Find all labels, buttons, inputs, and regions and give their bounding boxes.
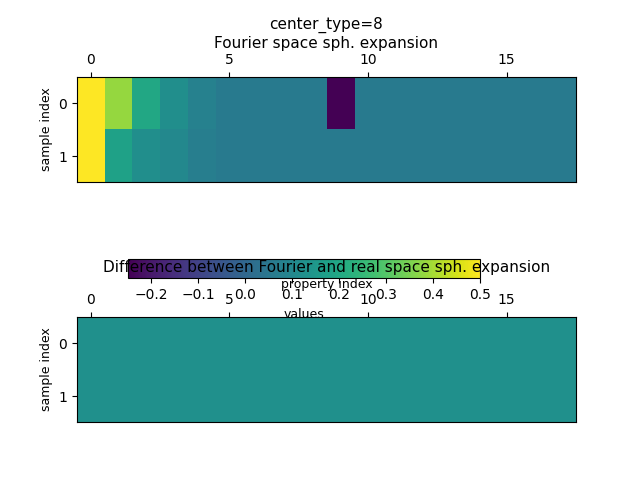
Title: center_type=8
Fourier space sph. expansion: center_type=8 Fourier space sph. expansi…	[214, 17, 438, 50]
Title: Difference between Fourier and real space sph. expansion: Difference between Fourier and real spac…	[103, 260, 550, 275]
Y-axis label: sample index: sample index	[40, 88, 52, 171]
Y-axis label: sample index: sample index	[40, 328, 52, 411]
X-axis label: values: values	[284, 308, 324, 321]
X-axis label: property index: property index	[280, 277, 372, 290]
